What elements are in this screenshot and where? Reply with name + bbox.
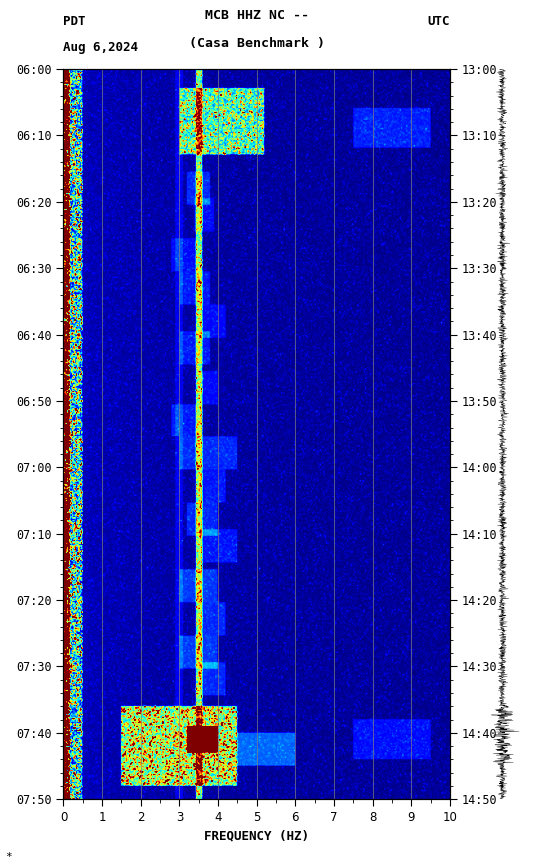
X-axis label: FREQUENCY (HZ): FREQUENCY (HZ) [204,829,309,842]
Text: Aug 6,2024: Aug 6,2024 [63,41,139,54]
Text: MCB HHZ NC --: MCB HHZ NC -- [205,9,309,22]
Text: (Casa Benchmark ): (Casa Benchmark ) [189,37,325,50]
Text: PDT: PDT [63,15,86,28]
Text: UTC: UTC [427,15,450,28]
Text: *: * [6,852,12,861]
